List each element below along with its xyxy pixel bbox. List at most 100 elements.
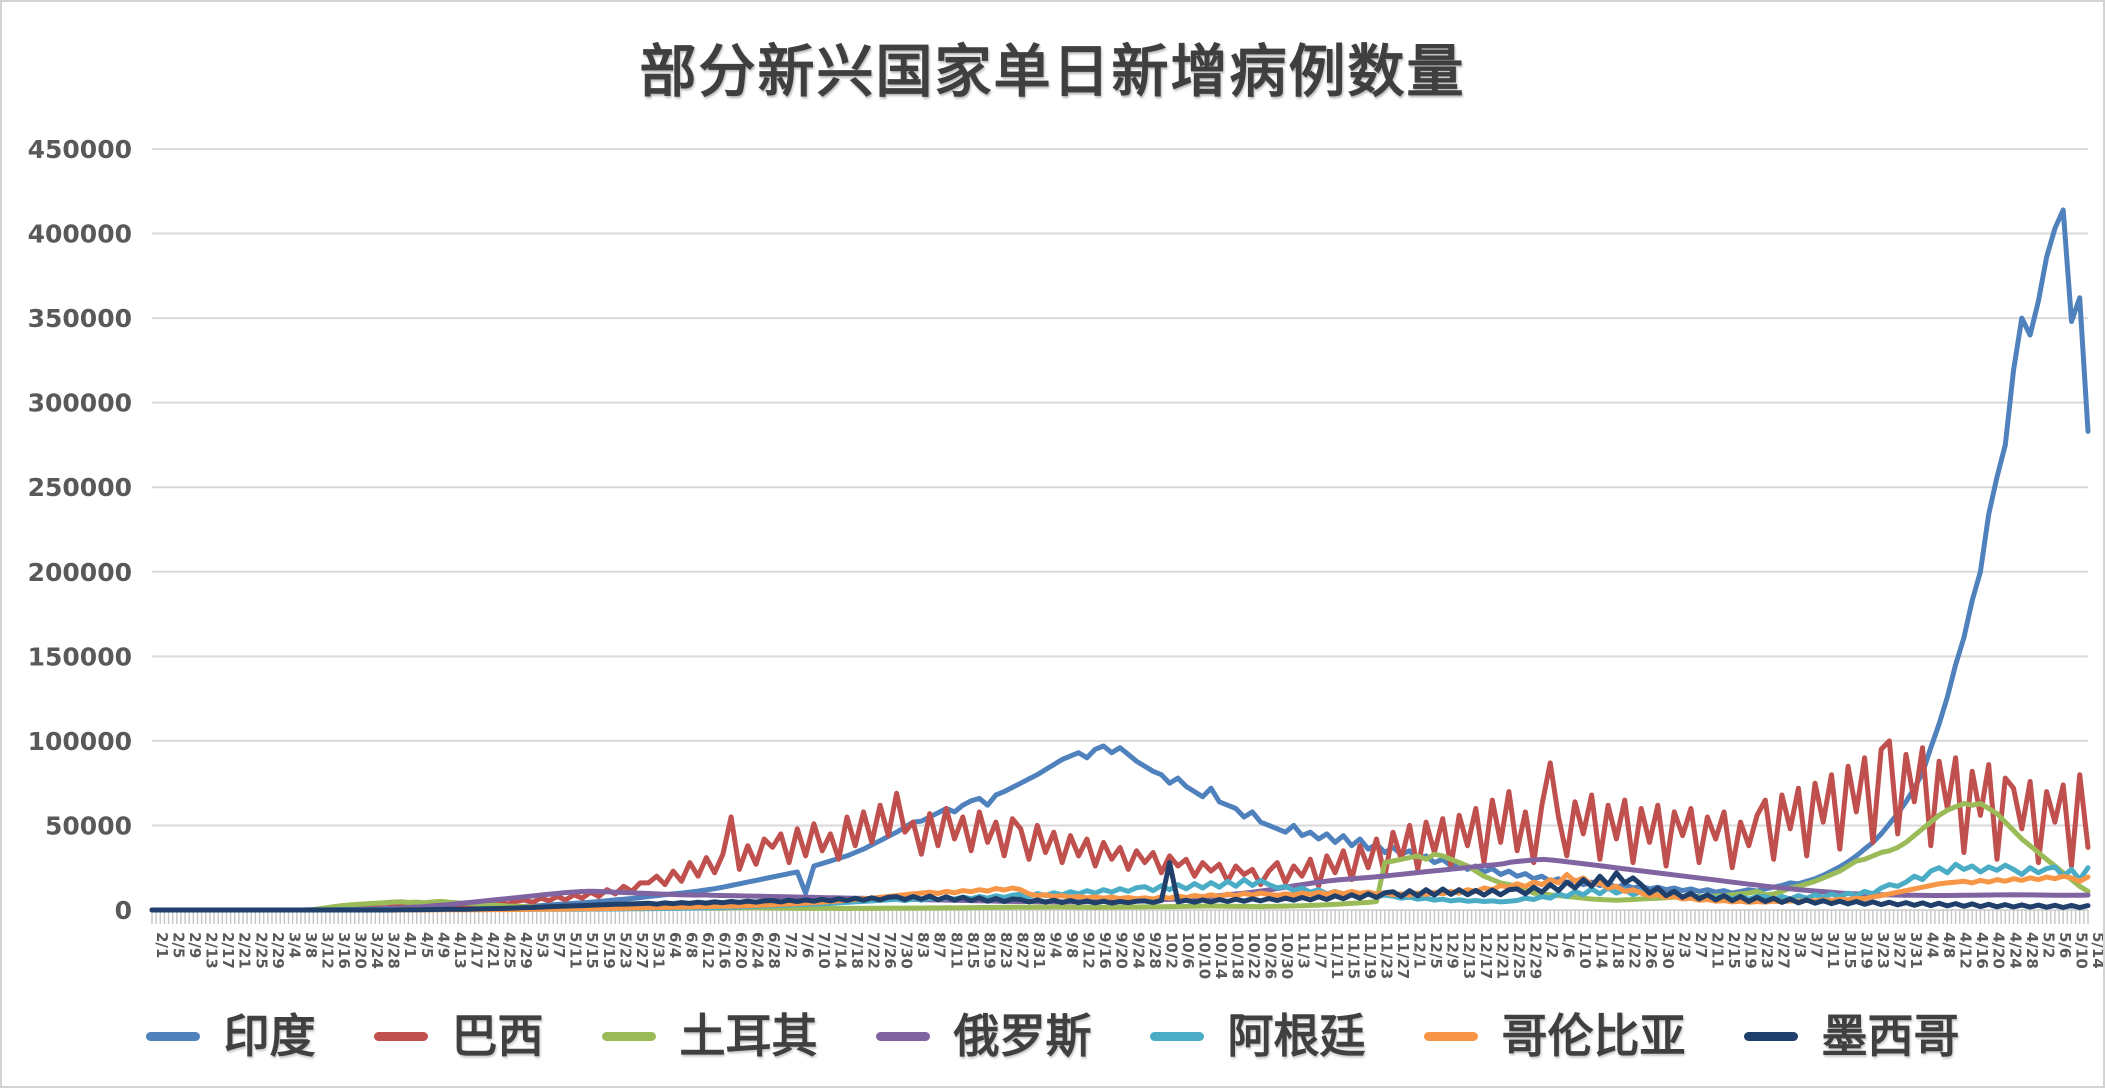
y-tick-label: 300000: [28, 389, 132, 418]
x-tick-label: 11/19: [1361, 932, 1379, 979]
x-tick-label: 3/12: [318, 932, 336, 969]
x-tick-label: 6/4: [666, 932, 684, 958]
legend-label-turkey: 土耳其: [679, 1009, 818, 1063]
x-tick-label: 6/28: [765, 932, 783, 969]
x-tick-label: 12/13: [1460, 932, 1478, 979]
x-tick-label: 6/24: [749, 932, 767, 969]
legend-marker-turkey: [601, 1031, 656, 1041]
x-tick-label: 4/21: [484, 932, 502, 969]
legend-item-colombia: 哥伦比亚: [1423, 1009, 1686, 1063]
x-tick-label: 2/3: [1675, 932, 1693, 958]
y-tick-label: 0: [115, 896, 132, 925]
x-tick-label: 8/27: [1013, 932, 1031, 969]
x-tick-label: 5/31: [649, 932, 667, 969]
x-tick-label: 1/10: [1576, 932, 1594, 969]
x-tick-label: 4/4: [1924, 932, 1942, 958]
series-line-india: [149, 207, 2091, 913]
x-tick-label: 2/1: [153, 932, 171, 958]
x-axis-ticks: [151, 910, 2089, 924]
x-tick-label: 7/6: [798, 932, 816, 958]
x-tick-label: 8/11: [947, 932, 965, 969]
x-tick-label: 4/13: [451, 932, 469, 969]
x-tick-label: 5/19: [600, 932, 618, 969]
x-tick-label: 5/6: [2056, 932, 2074, 958]
x-tick-label: 5/7: [550, 932, 568, 958]
legend-item-mexico: 墨西哥: [1743, 1009, 1960, 1063]
y-tick-label: 350000: [28, 304, 132, 333]
x-tick-label: 5/14: [2089, 932, 2105, 969]
x-tick-label: 4/24: [2006, 932, 2024, 969]
x-tick-label: 9/20: [1113, 932, 1131, 969]
x-tick-label: 3/3: [1791, 932, 1809, 958]
series-line-mexico: [149, 860, 2091, 913]
x-tick-label: 8/31: [1030, 932, 1048, 969]
x-tick-label: 6/16: [716, 932, 734, 969]
x-tick-label: 4/29: [517, 932, 535, 969]
legend-marker-russia: [875, 1031, 930, 1041]
x-tick-label: 5/23: [616, 932, 634, 969]
x-tick-label: 10/30: [1278, 932, 1296, 979]
legend-label-colombia: 哥伦比亚: [1501, 1009, 1686, 1063]
x-tick-label: 1/14: [1593, 932, 1611, 969]
x-tick-label: 2/23: [1758, 932, 1776, 969]
x-tick-label: 2/9: [186, 932, 204, 958]
x-tick-label: 1/2: [1543, 932, 1561, 958]
x-tick-label: 5/15: [583, 932, 601, 969]
x-tick-label: 12/9: [1444, 932, 1462, 969]
chart-legend: 印度 巴西 土耳其 俄罗斯 阿根廷 哥伦比亚 墨西哥: [2, 994, 2103, 1078]
x-tick-label: 7/10: [815, 932, 833, 969]
legend-label-india: 印度: [223, 1009, 316, 1063]
legend-item-russia: 俄罗斯: [875, 1009, 1092, 1063]
x-tick-label: 2/19: [1742, 932, 1760, 969]
x-tick-label: 12/21: [1493, 932, 1511, 979]
x-tick-label: 1/6: [1559, 932, 1577, 958]
x-tick-label: 11/7: [1311, 932, 1329, 969]
x-tick-label: 2/21: [236, 932, 254, 969]
y-tick-label: 400000: [28, 220, 132, 249]
legend-label-mexico: 墨西哥: [1821, 1009, 1960, 1063]
x-tick-label: 3/28: [385, 932, 403, 969]
x-tick-label: 1/30: [1659, 932, 1677, 969]
legend-label-brazil: 巴西: [451, 1009, 544, 1063]
x-tick-label: 1/18: [1609, 932, 1627, 969]
x-axis-labels: 2/12/52/92/132/172/212/252/293/43/83/123…: [153, 932, 2105, 979]
x-tick-label: 2/25: [252, 932, 270, 969]
y-tick-label: 100000: [28, 727, 132, 756]
x-tick-label: 10/2: [1162, 932, 1180, 969]
x-tick-label: 2/13: [203, 932, 221, 969]
x-tick-label: 4/1: [401, 932, 419, 958]
x-tick-label: 3/23: [1874, 932, 1892, 969]
x-tick-label: 4/16: [1973, 932, 1991, 969]
x-tick-label: 10/6: [1179, 932, 1197, 969]
x-tick-label: 2/17: [219, 932, 237, 969]
x-tick-label: 4/5: [418, 932, 436, 958]
gridlines: [152, 148, 2088, 911]
x-tick-label: 8/7: [931, 932, 949, 958]
x-tick-label: 10/10: [1195, 932, 1213, 979]
x-tick-label: 5/10: [2072, 932, 2090, 969]
x-tick-label: 6/20: [732, 932, 750, 969]
legend-label-russia: 俄罗斯: [953, 1009, 1092, 1063]
legend-item-brazil: 巴西: [373, 1009, 544, 1063]
x-tick-label: 7/14: [831, 932, 849, 969]
x-tick-label: 4/25: [500, 932, 518, 969]
x-tick-label: 2/7: [1692, 932, 1710, 958]
x-tick-label: 3/20: [352, 932, 370, 969]
chart-title: 部分新兴国家单日新增病例数量: [639, 38, 1466, 105]
x-tick-label: 11/15: [1344, 932, 1362, 979]
x-tick-label: 10/26: [1262, 932, 1280, 979]
x-tick-label: 10/14: [1212, 932, 1230, 979]
y-tick-label: 50000: [45, 811, 132, 840]
x-tick-label: 11/23: [1377, 932, 1395, 979]
x-tick-label: 8/3: [914, 932, 932, 958]
x-tick-label: 3/19: [1857, 932, 1875, 969]
x-tick-label: 8/23: [997, 932, 1015, 969]
x-tick-label: 9/4: [1047, 932, 1065, 958]
y-tick-label: 450000: [28, 135, 132, 164]
x-tick-label: 12/5: [1427, 932, 1445, 969]
legend-marker-colombia: [1423, 1031, 1478, 1041]
x-tick-label: 7/18: [848, 932, 866, 969]
legend-label-argentina: 阿根廷: [1227, 1009, 1366, 1063]
